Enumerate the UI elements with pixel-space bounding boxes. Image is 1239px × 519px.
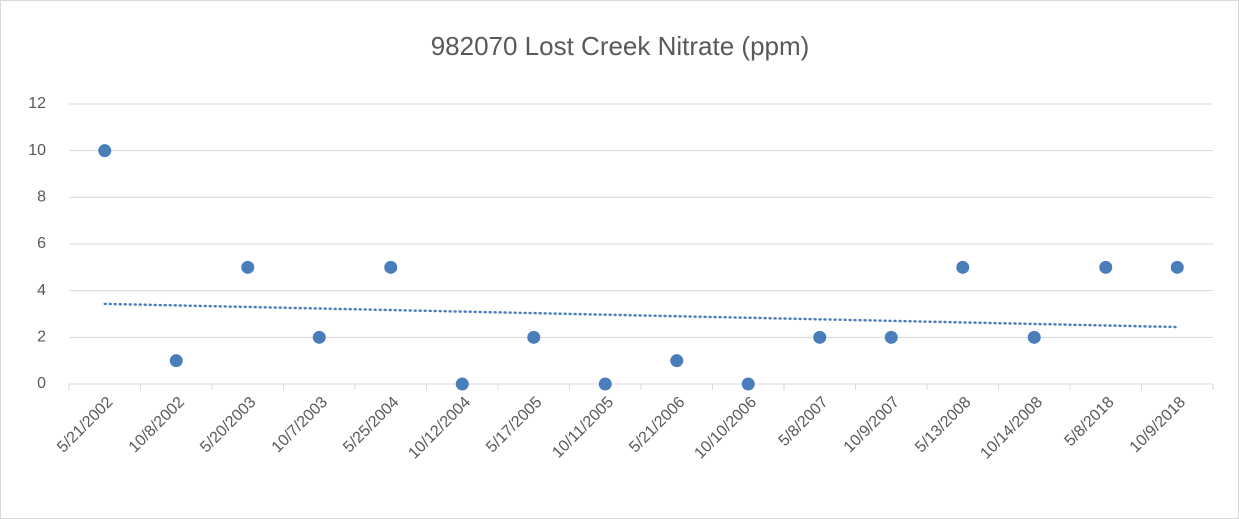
marker [670, 354, 684, 368]
y-tick-label: 4 [37, 282, 46, 299]
marker [598, 377, 612, 391]
y-tick-label: 0 [37, 375, 46, 392]
marker [1170, 260, 1184, 274]
marker [98, 144, 112, 158]
marker [956, 260, 970, 274]
marker [455, 377, 469, 391]
marker [884, 330, 898, 344]
marker [312, 330, 326, 344]
marker [169, 354, 183, 368]
y-tick-label: 12 [28, 95, 46, 112]
marker [1099, 260, 1113, 274]
marker [741, 377, 755, 391]
y-tick-label: 8 [37, 189, 46, 206]
y-tick-label: 2 [37, 329, 46, 346]
marker [813, 330, 827, 344]
marker [384, 260, 398, 274]
chart-title: 982070 Lost Creek Nitrate (ppm) [431, 31, 810, 61]
y-tick-label: 6 [37, 235, 46, 252]
marker [1027, 330, 1041, 344]
marker [241, 260, 255, 274]
marker [527, 330, 541, 344]
trendline [103, 302, 1179, 329]
y-tick-label: 10 [28, 142, 46, 159]
